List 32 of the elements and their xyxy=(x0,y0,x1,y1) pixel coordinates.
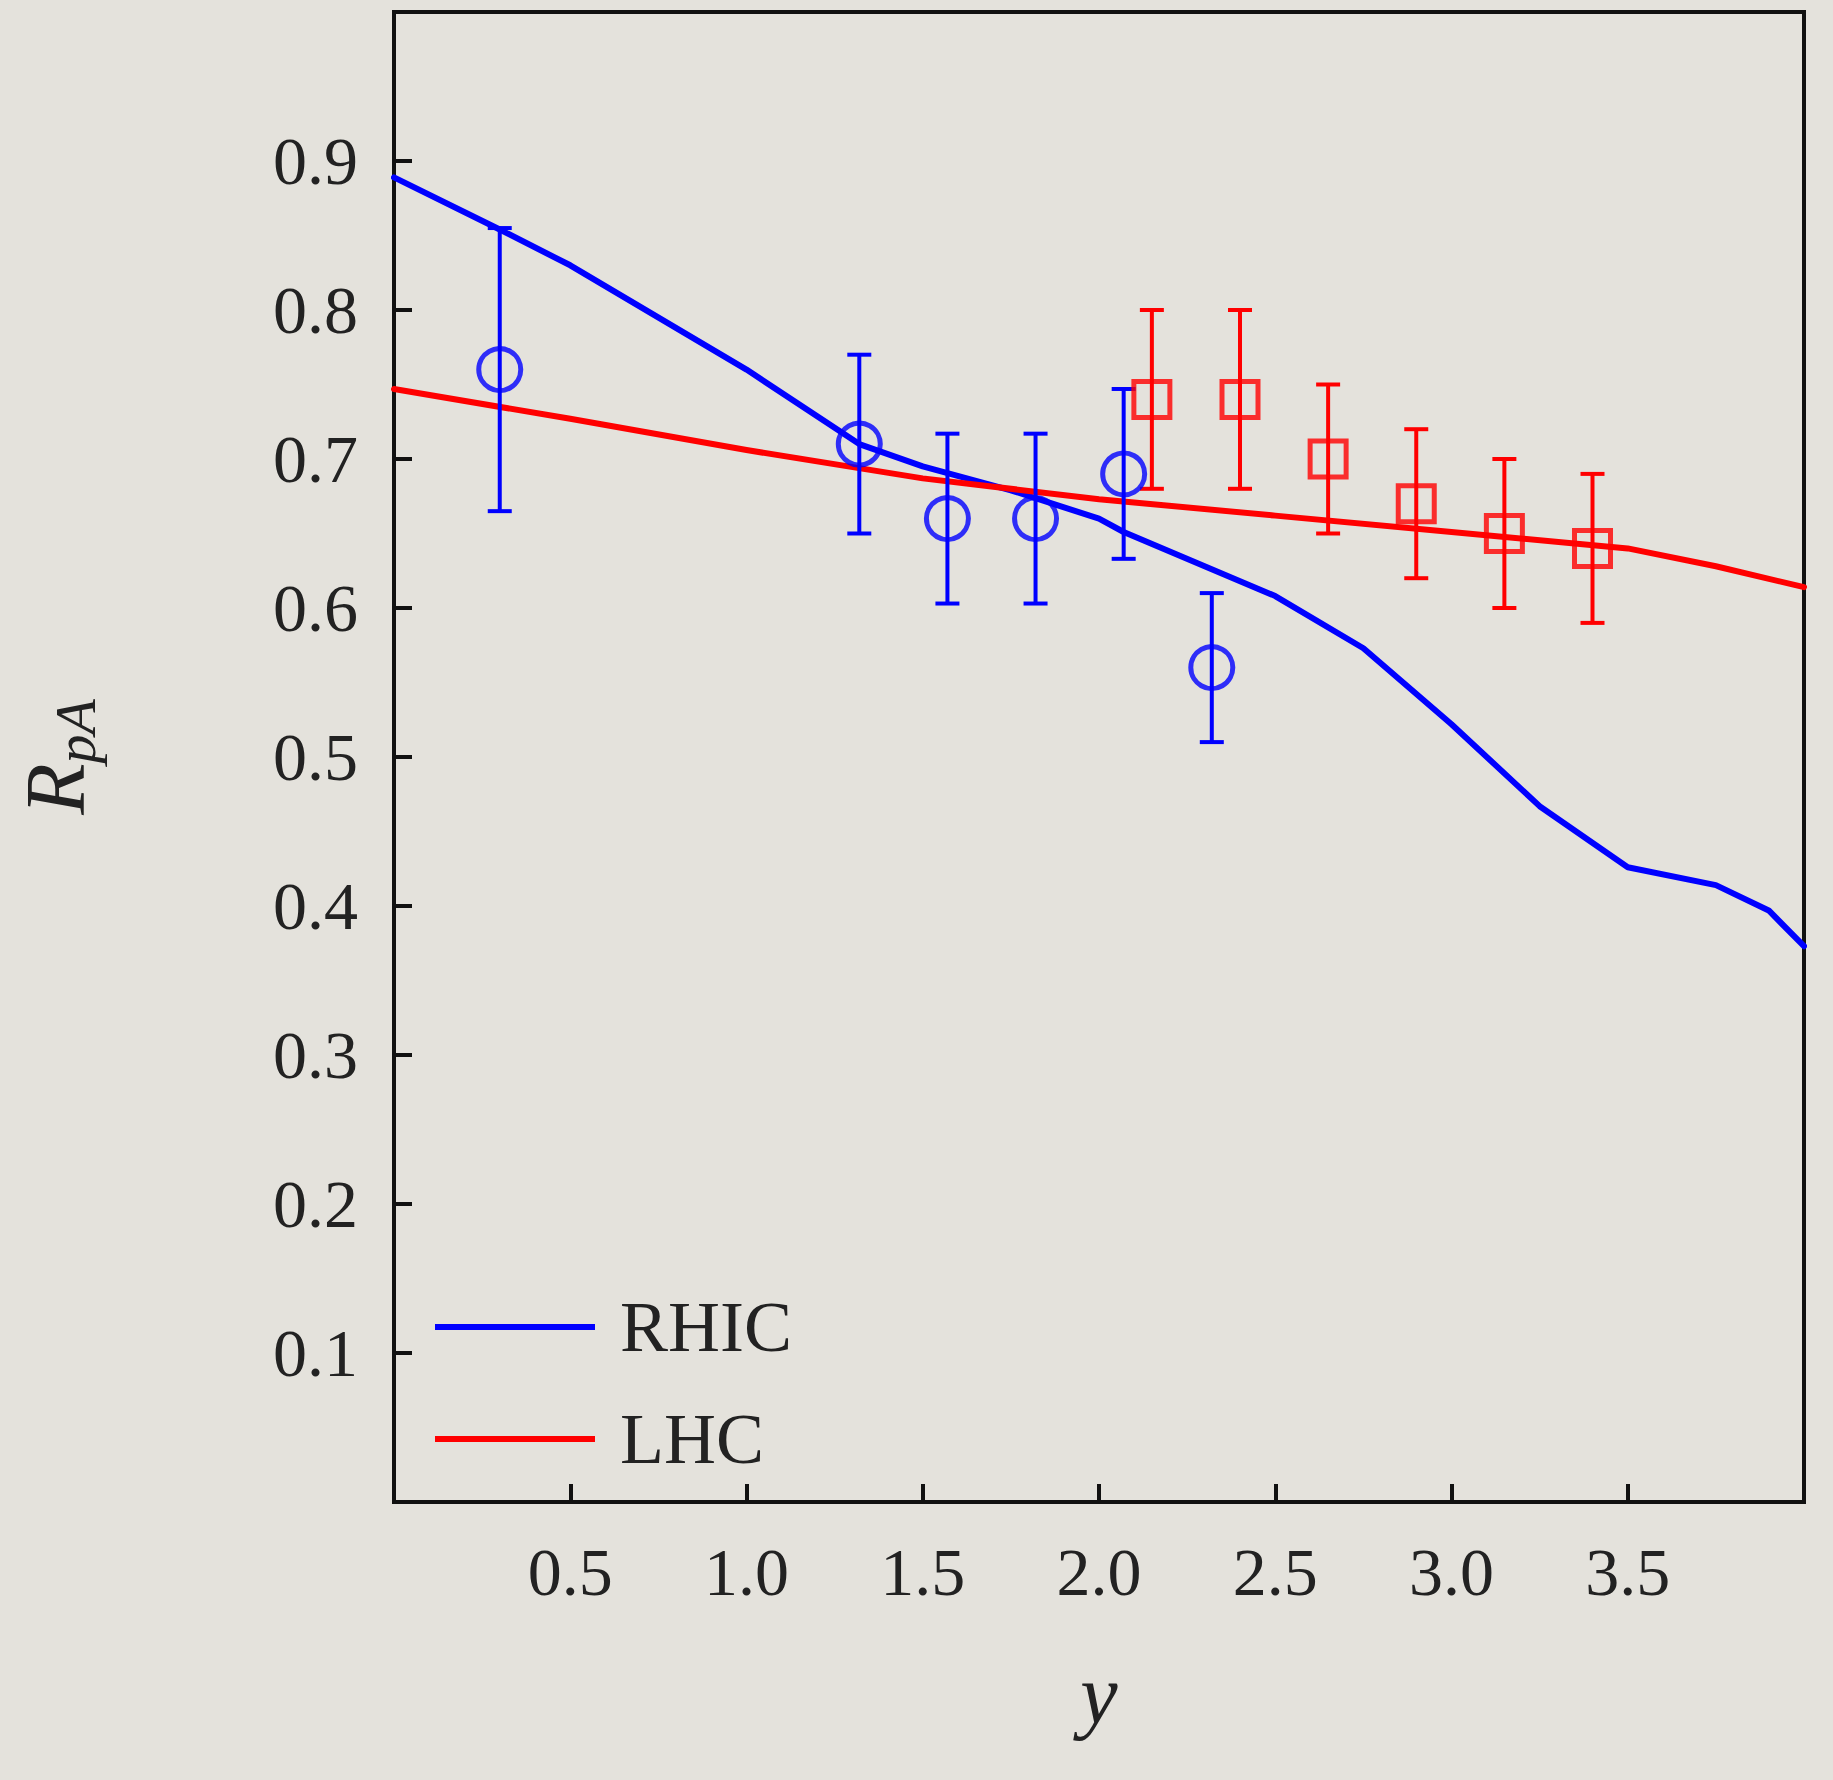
y-tick-label: 0.9 xyxy=(273,123,358,199)
x-tick-label: 1.5 xyxy=(880,1534,966,1610)
point xyxy=(1188,644,1236,692)
y-tick-label: 0.5 xyxy=(273,719,358,795)
point xyxy=(1219,378,1261,420)
point xyxy=(1395,483,1437,525)
legend-label: RHIC xyxy=(620,1287,793,1367)
point xyxy=(1483,513,1525,554)
point xyxy=(1572,527,1613,569)
point xyxy=(1100,450,1148,498)
y-tick-label: 0.7 xyxy=(273,421,358,497)
y-tick-label: 0.1 xyxy=(273,1315,358,1391)
y-tick-label: 0.2 xyxy=(273,1166,358,1242)
point xyxy=(835,420,883,468)
x-tick-label: 3.5 xyxy=(1585,1534,1671,1610)
x-tick-label: 1.0 xyxy=(704,1534,789,1610)
y-tick-label: 0.6 xyxy=(273,570,358,646)
y-axis-title: RpA xyxy=(8,698,108,816)
x-tick-label: 2.5 xyxy=(1232,1534,1318,1610)
legend-label: LHC xyxy=(620,1399,764,1479)
point xyxy=(923,495,971,543)
point xyxy=(1131,378,1173,420)
y-tick-label: 0.3 xyxy=(273,1017,358,1093)
x-axis-title: y xyxy=(1072,1647,1119,1741)
x-tick-label: 3.0 xyxy=(1409,1534,1494,1610)
y-tick-label: 0.4 xyxy=(273,868,358,944)
y-tick-label: 0.8 xyxy=(273,272,358,348)
point xyxy=(1012,495,1060,543)
point xyxy=(1307,438,1349,480)
point xyxy=(476,346,524,394)
x-tick-label: 0.5 xyxy=(527,1534,613,1610)
x-tick-label: 2.0 xyxy=(1056,1534,1142,1610)
